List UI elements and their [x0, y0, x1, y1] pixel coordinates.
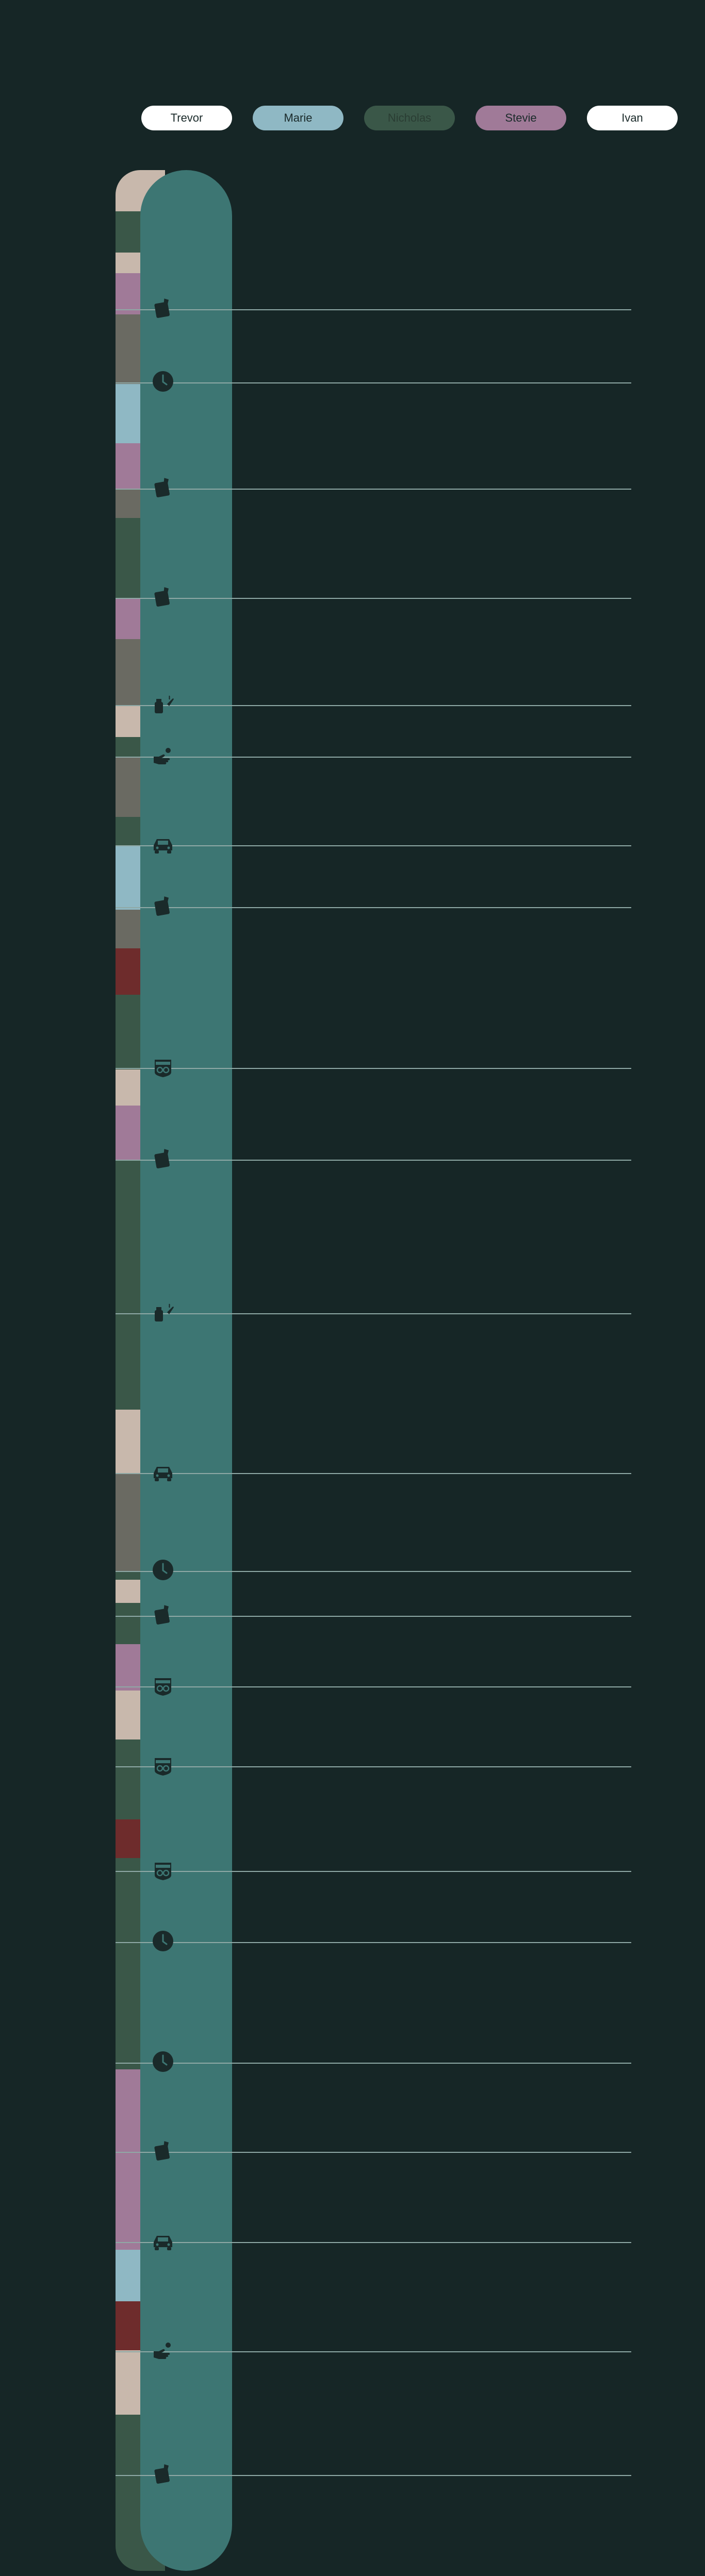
legend-item-nicholas[interactable]: Nicholas	[364, 106, 455, 130]
timeline-front-column	[140, 170, 232, 2571]
legend-item-trevor[interactable]: Trevor	[141, 106, 232, 130]
legend-item-ivan[interactable]: Ivan	[587, 106, 678, 130]
legend: Trevor Marie Nicholas Stevie Ivan	[0, 0, 705, 155]
legend-item-stevie[interactable]: Stevie	[476, 106, 566, 130]
legend-item-marie[interactable]: Marie	[253, 106, 343, 130]
